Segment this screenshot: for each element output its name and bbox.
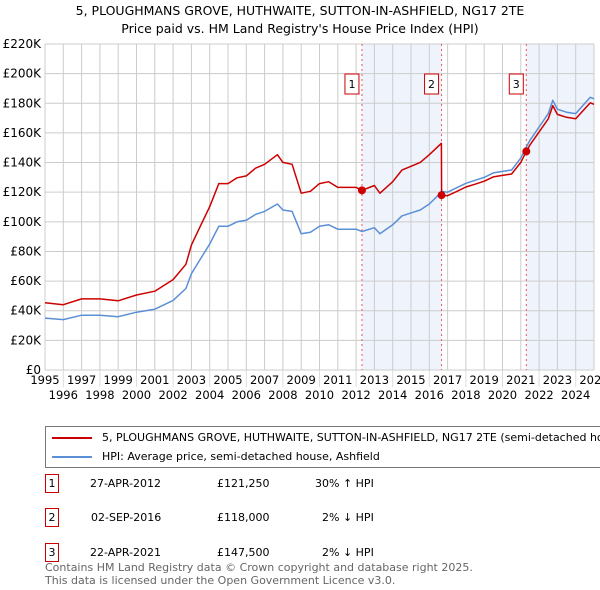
chart-subtitle: Price paid vs. HM Land Registry's House … bbox=[121, 21, 479, 36]
legend-item-property: 5, PLOUGHMANS GROVE, HUTHWAITE, SUTTON-I… bbox=[52, 431, 600, 445]
y-tick-label: £120K bbox=[3, 185, 43, 199]
x-tick-label: 2010 bbox=[305, 388, 334, 402]
y-tick-label: £40K bbox=[10, 304, 42, 318]
transaction-row: 1 27-APR-2012 £121,250 30% ↑ HPI bbox=[45, 474, 600, 494]
transaction-badge: 3 bbox=[45, 543, 59, 562]
x-tick-label: 2022 bbox=[524, 388, 553, 402]
price-chart: 1995199619971998199920002001200220032004… bbox=[3, 37, 600, 402]
sale-label-box bbox=[508, 73, 524, 95]
y-tick-label: £80K bbox=[10, 244, 42, 258]
sale-label-box bbox=[424, 73, 440, 95]
transaction-hpi: 30% ↑ HPI bbox=[315, 477, 374, 490]
transaction-price: £121,250 bbox=[217, 477, 270, 490]
x-tick-label: 2014 bbox=[378, 388, 407, 402]
sale-point bbox=[357, 186, 366, 195]
x-tick-label: 1995 bbox=[30, 373, 59, 387]
y-tick-label: £60K bbox=[10, 274, 42, 288]
legend-label: 5, PLOUGHMANS GROVE, HUTHWAITE, SUTTON-I… bbox=[102, 431, 600, 444]
x-tick-label: 2006 bbox=[232, 388, 261, 402]
transaction-row: 3 22-APR-2021 £147,500 2% ↓ HPI bbox=[45, 543, 600, 563]
footer-line: Contains HM Land Registry data © Crown c… bbox=[45, 561, 473, 574]
legend-swatch-red bbox=[52, 437, 92, 439]
x-tick-label: 2018 bbox=[451, 388, 480, 402]
y-tick-label: £100K bbox=[3, 215, 43, 229]
y-tick-label: £0 bbox=[26, 363, 41, 377]
footer-attribution: Contains HM Land Registry data © Crown c… bbox=[45, 561, 473, 587]
x-tick-label: 2002 bbox=[158, 388, 187, 402]
sale-label: 2 bbox=[428, 78, 435, 91]
y-tick-label: £180K bbox=[3, 96, 43, 110]
x-tick-label: 2005 bbox=[213, 373, 242, 387]
x-tick-label: 2003 bbox=[177, 373, 206, 387]
transaction-row: 2 02-SEP-2016 £118,000 2% ↓ HPI bbox=[45, 508, 600, 528]
y-tick-label: £140K bbox=[3, 156, 43, 170]
transaction-date: 27-APR-2012 bbox=[90, 477, 162, 490]
x-tick-label: 2019 bbox=[470, 373, 499, 387]
x-tick-label: 2011 bbox=[323, 373, 352, 387]
y-tick-label: £160K bbox=[3, 126, 43, 140]
x-tick-label: 2004 bbox=[195, 388, 224, 402]
sale-point bbox=[437, 191, 446, 200]
legend-label: HPI: Average price, semi-detached house,… bbox=[102, 450, 380, 463]
series-line-hpi bbox=[44, 96, 595, 321]
shaded-range bbox=[361, 44, 442, 370]
x-tick-label: 1996 bbox=[49, 388, 78, 402]
x-tick-label: 1997 bbox=[67, 373, 96, 387]
x-tick-label: 2020 bbox=[488, 388, 517, 402]
x-tick-label: 2009 bbox=[287, 373, 316, 387]
sale-point bbox=[522, 147, 531, 156]
x-tick-label: 2017 bbox=[433, 373, 462, 387]
x-tick-label: 2008 bbox=[268, 388, 297, 402]
legend-swatch-blue bbox=[52, 456, 92, 458]
sale-label: 3 bbox=[513, 78, 520, 91]
x-tick-label: 2024 bbox=[561, 388, 590, 402]
footer-line: This data is licensed under the Open Gov… bbox=[45, 574, 396, 587]
sale-label-box bbox=[344, 73, 360, 95]
x-tick-label: 2013 bbox=[360, 373, 389, 387]
transaction-price: £118,000 bbox=[217, 511, 270, 524]
x-tick-label: 2025 bbox=[579, 373, 600, 387]
sale-label: 1 bbox=[348, 78, 355, 91]
x-tick-label: 2021 bbox=[506, 373, 535, 387]
x-tick-label: 2012 bbox=[341, 388, 370, 402]
transaction-date: 02-SEP-2016 bbox=[91, 511, 162, 524]
shaded-range bbox=[526, 44, 594, 370]
x-tick-label: 2015 bbox=[396, 373, 425, 387]
chart-title: 5, PLOUGHMANS GROVE, HUTHWAITE, SUTTON-I… bbox=[75, 3, 525, 18]
transaction-price: £147,500 bbox=[217, 546, 270, 559]
legend-item-hpi: HPI: Average price, semi-detached house,… bbox=[52, 450, 380, 464]
x-tick-label: 2016 bbox=[415, 388, 444, 402]
x-tick-label: 1999 bbox=[104, 373, 133, 387]
transaction-badge: 2 bbox=[45, 508, 59, 527]
y-tick-label: £220K bbox=[3, 37, 43, 51]
x-tick-label: 1998 bbox=[85, 388, 114, 402]
transaction-badge: 1 bbox=[45, 474, 59, 493]
transaction-hpi: 2% ↓ HPI bbox=[322, 511, 374, 524]
y-tick-label: £20K bbox=[10, 333, 42, 347]
x-tick-label: 2023 bbox=[543, 373, 572, 387]
x-tick-label: 2007 bbox=[250, 373, 279, 387]
y-tick-label: £200K bbox=[3, 67, 43, 81]
transaction-hpi: 2% ↓ HPI bbox=[322, 546, 374, 559]
transaction-date: 22-APR-2021 bbox=[90, 546, 162, 559]
chart-legend: 5, PLOUGHMANS GROVE, HUTHWAITE, SUTTON-I… bbox=[45, 426, 600, 468]
x-tick-label: 2001 bbox=[140, 373, 169, 387]
x-tick-label: 2000 bbox=[122, 388, 151, 402]
